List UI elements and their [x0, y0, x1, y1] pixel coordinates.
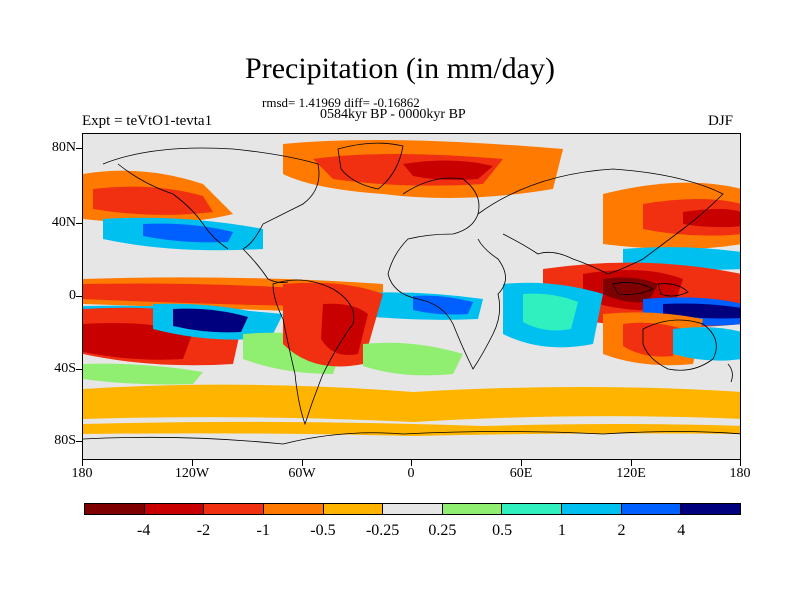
patch: [683, 209, 740, 228]
lat-label-40s: 40S: [54, 361, 76, 376]
coastline: [117, 163, 229, 250]
x-tick: [302, 460, 303, 466]
patch: [83, 283, 313, 306]
coastline: [272, 279, 355, 426]
stats-line: rmsd= 1.41969 diff= -0.16862: [262, 95, 420, 110]
colorbar-swatch: [383, 504, 443, 514]
patch: [83, 384, 740, 422]
lat-label-0: 0: [69, 288, 76, 303]
colorbar-swatch: [144, 504, 205, 514]
patch: [83, 363, 203, 385]
colorbar-label: -0.25: [365, 522, 400, 539]
coastline: [657, 283, 689, 297]
coastline: [102, 147, 320, 283]
coastline: [727, 363, 733, 383]
lat-label-80n: 80N: [51, 140, 76, 155]
colorbar-label: 0.5: [492, 522, 513, 539]
colorbar-swatch: [502, 504, 563, 514]
colorbar-label: 4: [677, 522, 686, 539]
colorbar: [84, 503, 741, 515]
experiment-label: Expt = teVtO1-tevta1: [82, 113, 213, 129]
y-tick: [76, 441, 82, 442]
patch: [173, 308, 248, 333]
patch: [623, 322, 683, 357]
colorbar-label: 0.25: [428, 522, 457, 539]
lon-label-180w: 180: [71, 466, 93, 481]
coastline: [612, 281, 654, 295]
colorbar-swatch: [204, 504, 264, 514]
patch: [83, 323, 193, 360]
colorbar-label: -4: [137, 522, 151, 539]
lon-label-0: 0: [407, 466, 415, 481]
coastline: [642, 319, 717, 371]
colorbar-swatch: [263, 504, 324, 514]
patch: [413, 295, 473, 315]
patch: [663, 303, 740, 319]
lon-label-60e: 60E: [509, 466, 533, 481]
coastline: [337, 142, 404, 190]
colorbar-label: -2: [196, 522, 211, 539]
y-tick: [76, 223, 82, 224]
x-tick: [411, 460, 412, 466]
patch: [403, 160, 493, 180]
y-tick: [76, 148, 82, 149]
colorbar-label: -0.5: [310, 522, 336, 539]
x-tick: [740, 460, 741, 466]
patch: [673, 327, 740, 361]
lon-label-120e: 120E: [616, 466, 646, 481]
patch: [321, 303, 368, 355]
patch: [523, 293, 578, 331]
lat-label-40n: 40N: [51, 215, 76, 230]
patch: [93, 186, 213, 215]
map-panel: [82, 133, 741, 460]
precipitation-map: [83, 140, 740, 445]
lon-label-180e: 180: [729, 466, 751, 481]
colorbar-swatch: [562, 504, 622, 514]
y-tick: [76, 369, 82, 370]
colorbar-swatch: [442, 504, 503, 514]
lon-label-120w: 120W: [174, 466, 210, 481]
x-tick: [192, 460, 193, 466]
patch: [363, 342, 463, 376]
coastlines: [83, 142, 740, 445]
coastline: [83, 431, 740, 445]
coastline: [387, 177, 506, 370]
lon-label-60w: 60W: [288, 466, 316, 481]
colorbar-label: -1: [256, 522, 270, 539]
x-tick: [521, 460, 522, 466]
x-tick: [631, 460, 632, 466]
y-tick: [76, 296, 82, 297]
coastline: [477, 168, 724, 275]
map-title: Precipitation (in mm/day): [245, 52, 555, 85]
colorbar-label: 1: [557, 522, 566, 539]
colorbar-swatch: [681, 504, 741, 514]
colorbar-swatch: [323, 504, 384, 514]
colorbar-swatch: [85, 504, 145, 514]
season-label: DJF: [708, 113, 734, 129]
anomaly-field: [83, 140, 740, 436]
lat-label-80s: 80S: [54, 433, 76, 448]
colorbar-label: 2: [617, 522, 626, 539]
patch: [143, 223, 233, 243]
x-tick: [82, 460, 83, 466]
period-label: 0584kyr BP - 0000kyr BP: [320, 107, 466, 122]
colorbar-swatch: [621, 504, 682, 514]
